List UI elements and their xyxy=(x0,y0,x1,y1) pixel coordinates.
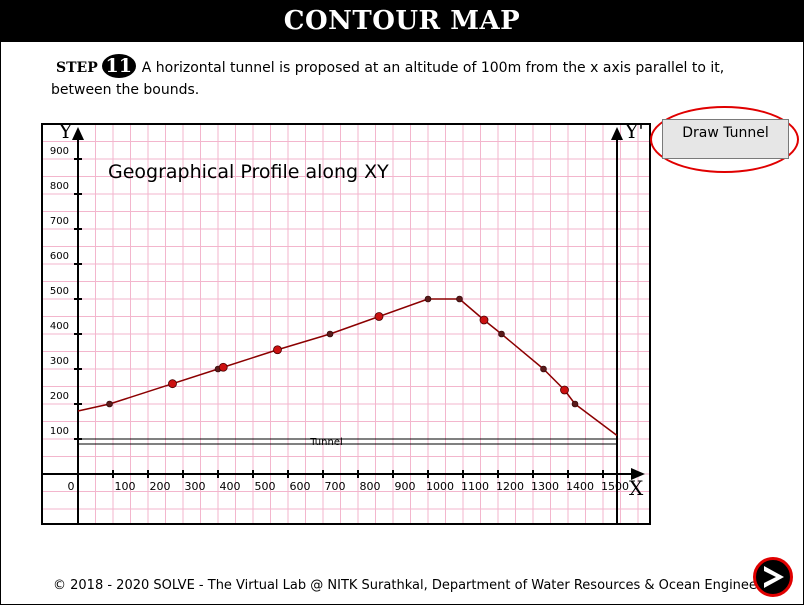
x-tick-label: 600 xyxy=(290,480,311,493)
y-tick-label: 200 xyxy=(50,391,69,402)
chart-series xyxy=(77,298,618,437)
x-tick-label: 100 xyxy=(115,480,136,493)
y-prime-axis-label: Y' xyxy=(624,123,644,143)
chart-grid xyxy=(43,125,649,523)
x-tick-label: 800 xyxy=(360,480,381,493)
chart-markers xyxy=(106,295,579,408)
profile-point-small xyxy=(424,295,432,303)
x-tick-label: 200 xyxy=(150,480,171,493)
x-tick-label: 300 xyxy=(185,480,206,493)
profile-point-large xyxy=(374,312,384,321)
profile-line xyxy=(77,298,618,437)
x-tick-label: 1200 xyxy=(496,480,524,493)
step-label: STEP xyxy=(56,60,98,76)
profile-point-small xyxy=(540,365,547,373)
highlight-ring xyxy=(650,106,799,173)
chart-title: Geographical Profile along XY xyxy=(108,161,389,183)
chart-axes xyxy=(43,127,645,523)
next-arrow-icon xyxy=(764,566,784,588)
y-tick-label: 100 xyxy=(50,426,69,437)
y-tick-label: 300 xyxy=(50,356,69,367)
next-button[interactable] xyxy=(753,557,793,597)
profile-point-small xyxy=(571,400,579,408)
profile-point-small xyxy=(326,330,334,338)
draw-tunnel-button[interactable]: Draw Tunnel xyxy=(662,119,789,159)
x-tick-label: 400 xyxy=(220,480,241,493)
y-axis-label: Y xyxy=(58,123,73,143)
x-axis-arrow xyxy=(631,468,645,480)
profile-point-large xyxy=(168,379,177,389)
x-tick-label: 1500 xyxy=(601,480,629,493)
profile-point-large xyxy=(273,345,282,355)
step-number-badge: 11 xyxy=(101,54,136,78)
profile-chart-svg: 0 100 200 300 400 500 600 700 800 900 1000 1100 1200… xyxy=(41,119,651,525)
profile-point-large xyxy=(218,362,228,372)
x-tick-label: 0 xyxy=(68,480,75,493)
y-axis-arrow xyxy=(72,127,84,140)
y-tick-label: 600 xyxy=(50,251,69,262)
x-tick-label: 900 xyxy=(395,480,416,493)
footer-copyright: © 2018 - 2020 SOLVE - The Virtual Lab @ … xyxy=(53,578,783,593)
step-instruction: STEP 11 A horizontal tunnel is proposed at… xyxy=(51,54,751,101)
tunnel-group: Tunnel xyxy=(78,437,617,448)
profile-point-small xyxy=(498,330,505,338)
title-bar: CONTOUR MAP xyxy=(0,0,804,42)
y-tick-label: 700 xyxy=(50,216,69,227)
profile-chart: 0 100 200 300 400 500 600 700 800 900 1000 1100 1200… xyxy=(41,119,651,525)
profile-point-large xyxy=(479,315,489,325)
y-prime-axis-arrow xyxy=(611,127,623,140)
frame-left-border xyxy=(0,42,1,605)
chart-border xyxy=(41,123,651,525)
x-tick-label: 1400 xyxy=(566,480,594,493)
profile-point-small xyxy=(106,400,113,408)
page-title: CONTOUR MAP xyxy=(283,6,521,36)
y-tick-label: 900 xyxy=(50,146,69,157)
x-tick-label: 500 xyxy=(255,480,276,493)
x-axis-label: X xyxy=(629,476,644,500)
profile-point-large xyxy=(560,385,569,395)
chart-ticks: 0 100 200 300 400 500 600 700 800 900 1000 1100 1200… xyxy=(50,146,629,493)
step-text: A horizontal tunnel is proposed at an al… xyxy=(51,60,725,98)
x-tick-label: 700 xyxy=(325,480,346,493)
y-tick-label: 400 xyxy=(50,321,69,332)
y-tick-label: 800 xyxy=(50,181,69,192)
x-tick-label: 1300 xyxy=(531,480,559,493)
profile-point-small xyxy=(456,295,463,303)
x-tick-label: 1100 xyxy=(461,480,489,493)
x-tick-label: 1000 xyxy=(426,480,454,493)
tunnel-label: Tunnel xyxy=(309,437,343,448)
y-tick-label: 500 xyxy=(50,286,69,297)
